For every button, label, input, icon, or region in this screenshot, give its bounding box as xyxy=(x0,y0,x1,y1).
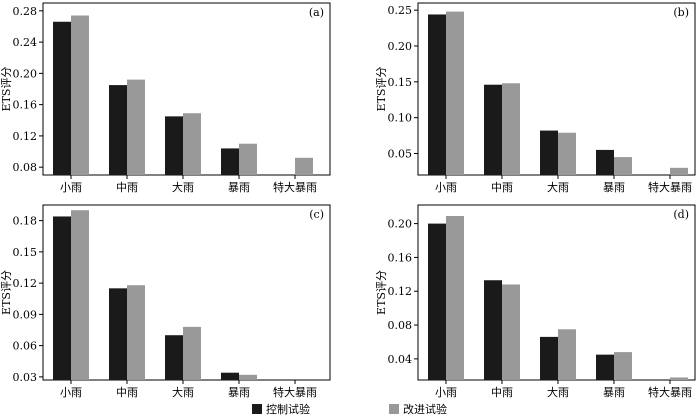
y-tick-label: 0.20 xyxy=(13,67,38,80)
y-tick-label: 0.12 xyxy=(13,277,38,290)
y-tick-label: 0.15 xyxy=(388,76,413,89)
bar-improved xyxy=(127,79,145,175)
bar-improved xyxy=(558,132,576,175)
x-category-label: 中雨 xyxy=(116,386,138,399)
bar-improved xyxy=(502,83,520,175)
x-category-label: 小雨 xyxy=(435,181,457,194)
bar-improved xyxy=(183,326,201,380)
x-category-label: 中雨 xyxy=(491,386,513,399)
x-category-label: 中雨 xyxy=(491,181,513,194)
legend-swatch-control xyxy=(252,404,262,414)
x-category-label: 小雨 xyxy=(435,386,457,399)
y-tick-label: 0.12 xyxy=(388,285,413,298)
x-category-label: 小雨 xyxy=(60,386,82,399)
legend-label-control: 控制试验 xyxy=(266,402,310,416)
bar-improved xyxy=(239,143,257,175)
bar-improved xyxy=(183,113,201,175)
bar-control xyxy=(53,216,71,380)
x-category-label: 大雨 xyxy=(172,385,194,399)
y-tick-label: 0.10 xyxy=(388,112,413,125)
bar-improved xyxy=(446,11,464,175)
y-axis-label: ETS评分 xyxy=(375,270,388,315)
y-axis-label: ETS评分 xyxy=(0,270,13,315)
x-category-label: 暴雨 xyxy=(228,386,250,399)
y-tick-label: 0.18 xyxy=(13,215,38,228)
bar-improved xyxy=(71,210,89,380)
bar-improved xyxy=(502,284,520,380)
bar-improved xyxy=(71,15,89,175)
panel-tag: (d) xyxy=(673,208,689,221)
bar-improved xyxy=(558,329,576,380)
legend-label-improved: 改进试验 xyxy=(403,402,447,416)
legend-swatch-improved xyxy=(389,404,399,414)
y-tick-label: 0.08 xyxy=(13,161,38,174)
bar-improved xyxy=(614,352,632,380)
bar-control xyxy=(484,84,502,175)
x-category-label: 暴雨 xyxy=(603,386,625,399)
y-tick-label: 0.20 xyxy=(388,218,413,231)
y-tick-label: 0.16 xyxy=(388,251,413,264)
y-tick-label: 0.16 xyxy=(13,99,38,112)
bar-improved xyxy=(127,285,145,380)
bar-improved xyxy=(670,167,688,175)
bar-control xyxy=(596,354,614,380)
bar-control xyxy=(484,280,502,380)
y-axis-label: ETS评分 xyxy=(0,67,13,112)
bar-control xyxy=(596,149,614,175)
x-category-label: 暴雨 xyxy=(228,181,250,194)
x-category-label: 特大暴雨 xyxy=(648,385,692,399)
x-category-label: 暴雨 xyxy=(603,181,625,194)
bar-control xyxy=(428,14,446,176)
x-category-label: 小雨 xyxy=(60,181,82,194)
x-category-label: 特大暴雨 xyxy=(648,180,692,194)
y-tick-label: 0.25 xyxy=(388,4,413,17)
bar-control xyxy=(165,116,183,175)
bar-improved xyxy=(446,215,464,380)
bar-control xyxy=(540,336,558,380)
x-category-label: 大雨 xyxy=(172,180,194,194)
x-category-label: 特大暴雨 xyxy=(273,385,317,399)
legend: 控制试验 改进试验 xyxy=(252,402,447,416)
bar-control xyxy=(53,21,71,175)
y-tick-label: 0.04 xyxy=(388,353,413,366)
panel-tag: (a) xyxy=(309,6,324,19)
panel-tag: (b) xyxy=(673,6,689,19)
y-tick-label: 0.28 xyxy=(13,5,38,18)
y-tick-label: 0.20 xyxy=(388,40,413,53)
bar-control xyxy=(109,85,127,175)
bar-control xyxy=(428,223,446,380)
bar-control xyxy=(221,372,239,380)
y-axis-label: ETS评分 xyxy=(375,67,388,112)
y-tick-label: 0.05 xyxy=(388,148,413,161)
bar-improved xyxy=(670,377,688,380)
x-category-label: 中雨 xyxy=(116,181,138,194)
x-category-label: 大雨 xyxy=(547,385,569,399)
bar-improved xyxy=(295,157,313,175)
bar-control xyxy=(109,288,127,380)
panel-tag: (c) xyxy=(309,208,324,221)
y-tick-label: 0.15 xyxy=(13,246,38,259)
bar-control xyxy=(540,130,558,175)
y-tick-label: 0.12 xyxy=(13,130,38,143)
y-tick-label: 0.03 xyxy=(13,371,38,384)
x-category-label: 特大暴雨 xyxy=(273,180,317,194)
bar-control xyxy=(165,335,183,380)
bar-improved xyxy=(614,157,632,175)
x-category-label: 大雨 xyxy=(547,180,569,194)
bar-improved xyxy=(239,374,257,380)
y-tick-label: 0.08 xyxy=(388,319,413,332)
y-tick-label: 0.24 xyxy=(13,36,38,49)
bar-control xyxy=(221,148,239,175)
y-tick-label: 0.06 xyxy=(13,340,38,353)
y-tick-label: 0.09 xyxy=(13,308,38,321)
